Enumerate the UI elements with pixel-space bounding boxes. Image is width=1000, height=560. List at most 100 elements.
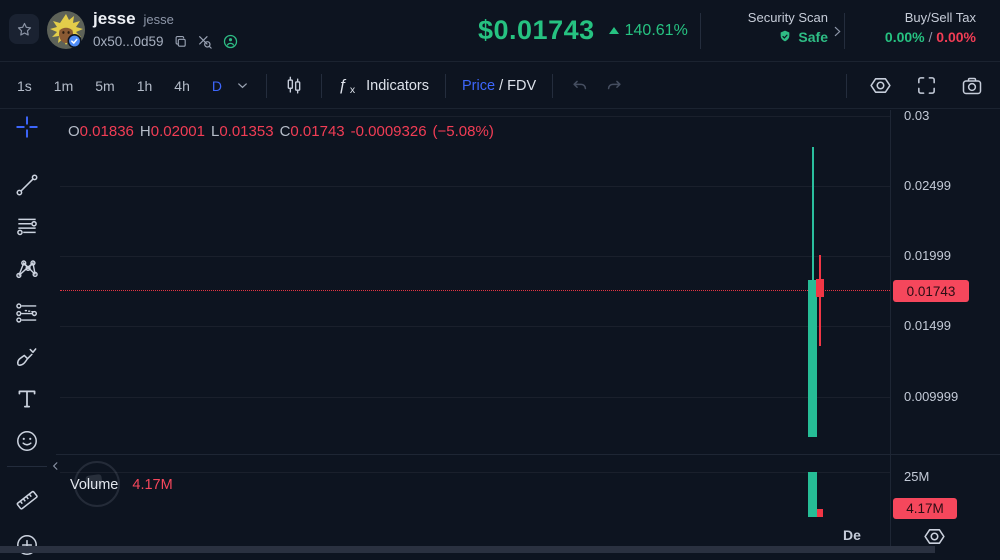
header-divider bbox=[700, 13, 701, 49]
buy-tax-value: 0.00% bbox=[884, 29, 925, 45]
price-fdv-toggle[interactable]: Price / FDV bbox=[462, 77, 537, 94]
tax-block: Buy/Sell Tax 0.00% / 0.00% bbox=[852, 10, 976, 45]
current-price-tag: 0.01743 bbox=[893, 280, 969, 302]
live-signal-icon[interactable] bbox=[222, 33, 239, 50]
toolbar-divider bbox=[265, 73, 267, 98]
toolbar-divider bbox=[846, 73, 847, 98]
candle-down-wick bbox=[819, 255, 821, 346]
pane-separator[interactable] bbox=[56, 454, 1000, 455]
volume-value: 4.17M bbox=[132, 477, 173, 493]
undo-button[interactable] bbox=[570, 76, 590, 96]
gridline bbox=[60, 186, 890, 187]
token-address: 0x50...0d59 bbox=[93, 34, 164, 49]
chart-settings-button[interactable] bbox=[868, 73, 893, 98]
candle-style-button[interactable] bbox=[277, 75, 311, 97]
toolbar-divider bbox=[320, 73, 322, 98]
trend-line-tool[interactable] bbox=[10, 168, 44, 202]
price-change: 140.61% bbox=[608, 22, 688, 40]
zoom-in-tool[interactable] bbox=[10, 528, 44, 560]
interval-1h[interactable]: 1h bbox=[136, 77, 153, 94]
ohlc-change-pct: (−5.08%) bbox=[432, 123, 494, 140]
volume-legend: Volume 4.17M bbox=[70, 477, 173, 493]
favorite-button[interactable] bbox=[9, 14, 39, 44]
settings-hexagon-icon bbox=[870, 78, 891, 93]
price-axis-tick: 0.02499 bbox=[904, 178, 951, 193]
volume-title: Volume bbox=[70, 477, 119, 493]
collapse-sidebar-chevron[interactable] bbox=[50, 459, 61, 473]
volume-axis-tick: 25M bbox=[904, 469, 930, 484]
star-icon bbox=[17, 22, 31, 36]
volume-bar-up bbox=[808, 472, 817, 517]
indicators-label: Indicators bbox=[366, 77, 430, 94]
twitter-search-icon[interactable] bbox=[197, 34, 213, 50]
token-name: jesse bbox=[93, 9, 136, 28]
redo-button[interactable] bbox=[604, 76, 624, 96]
token-avatar bbox=[47, 11, 85, 49]
ohlc-change: -0.0009326 bbox=[350, 123, 427, 140]
ohlc-readout: O0.01836 H0.02001 L0.01353 C0.01743 -0.0… bbox=[68, 123, 494, 140]
screenshot-button[interactable] bbox=[960, 74, 984, 98]
sidebar-divider bbox=[7, 466, 47, 467]
interval-1m[interactable]: 1m bbox=[53, 77, 74, 94]
chevron-right-icon[interactable] bbox=[831, 25, 844, 38]
copy-address-icon[interactable] bbox=[173, 34, 188, 49]
token-identity: jesse jesse 0x50...0d59 bbox=[93, 9, 239, 50]
price-axis-border bbox=[890, 110, 891, 546]
gridline bbox=[60, 116, 890, 117]
smiley-icon bbox=[17, 431, 37, 451]
chart-scrollbar[interactable] bbox=[0, 546, 935, 553]
toolbar-divider bbox=[552, 73, 554, 98]
camera-icon bbox=[962, 77, 982, 94]
header-divider bbox=[844, 13, 845, 49]
security-scan-label: Security Scan bbox=[747, 10, 828, 25]
fib-retracement-tool[interactable] bbox=[10, 210, 44, 244]
fullscreen-icon bbox=[918, 77, 935, 94]
interval-1d-active[interactable]: D bbox=[211, 77, 222, 94]
token-watermark bbox=[74, 461, 120, 507]
undo-icon bbox=[573, 80, 587, 89]
interval-1s[interactable]: 1s bbox=[17, 77, 32, 94]
fullscreen-button[interactable] bbox=[915, 74, 938, 97]
fx-icon: ƒ bbox=[337, 76, 347, 94]
crosshair-tool[interactable] bbox=[10, 110, 44, 144]
triangle-up-icon bbox=[608, 27, 619, 34]
candle-up-body bbox=[808, 280, 817, 437]
security-status: Safe bbox=[798, 29, 828, 45]
zoom-in-icon bbox=[17, 535, 37, 555]
axis-settings-button[interactable] bbox=[922, 524, 947, 549]
xabcd-pattern-tool[interactable] bbox=[10, 253, 44, 287]
settings-hexagon-icon bbox=[924, 529, 945, 544]
sell-tax-value: 0.00% bbox=[936, 29, 976, 45]
measure-tool[interactable] bbox=[10, 483, 44, 517]
gridline bbox=[60, 397, 890, 398]
gridline bbox=[60, 256, 890, 257]
chevron-down-icon[interactable] bbox=[235, 78, 250, 93]
brush-icon bbox=[17, 348, 37, 366]
interval-5m[interactable]: 5m bbox=[95, 77, 115, 94]
ruler-icon bbox=[16, 490, 38, 510]
text-icon bbox=[18, 390, 36, 408]
redo-icon bbox=[607, 80, 621, 89]
price-axis-tick: 0.01999 bbox=[904, 248, 951, 263]
current-price-line bbox=[60, 290, 890, 291]
shield-check-icon bbox=[781, 30, 790, 42]
tax-label: Buy/Sell Tax bbox=[904, 10, 976, 25]
long-position-icon bbox=[16, 303, 38, 323]
text-tool[interactable] bbox=[10, 382, 44, 416]
long-position-tool[interactable] bbox=[10, 296, 44, 330]
brush-tool[interactable] bbox=[10, 339, 44, 373]
drawing-toolbar bbox=[0, 109, 58, 560]
trend-line-icon bbox=[16, 174, 38, 196]
gridline bbox=[60, 472, 890, 473]
price-axis-tick: 0.009999 bbox=[904, 389, 959, 404]
crosshair-icon bbox=[16, 116, 38, 138]
emoji-tool[interactable] bbox=[10, 424, 44, 458]
token-price: $0.01743 bbox=[478, 15, 595, 45]
security-scan-button[interactable]: Security Scan Safe bbox=[700, 10, 828, 45]
interval-4h[interactable]: 4h bbox=[174, 77, 190, 94]
price-axis-tick: 0.01499 bbox=[904, 318, 951, 333]
token-header: jesse jesse 0x50...0d59 $0.01743 14 bbox=[0, 0, 1000, 62]
